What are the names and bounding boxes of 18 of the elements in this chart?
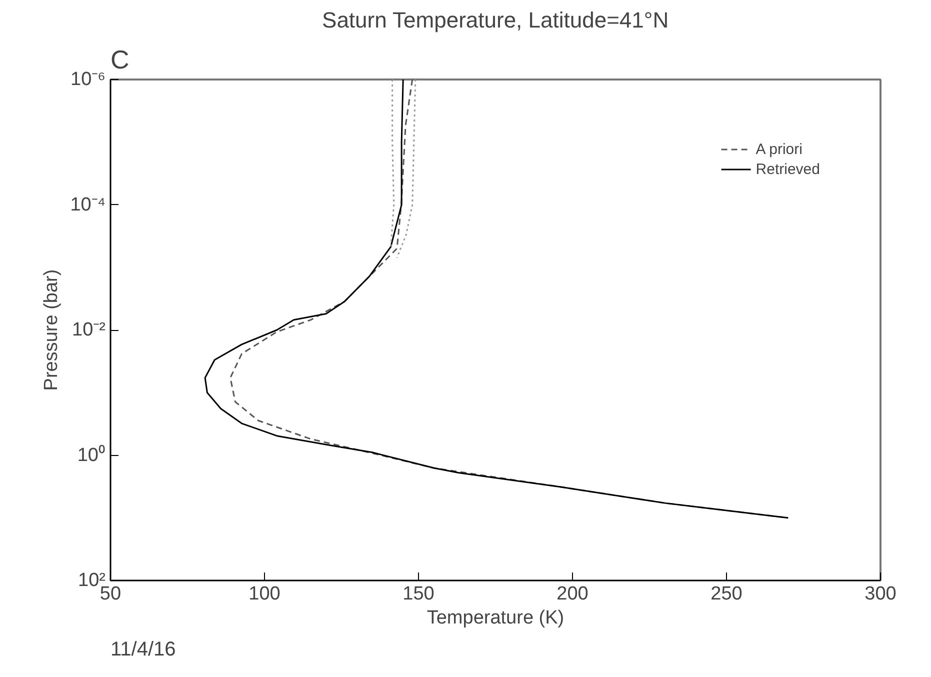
text: C (110, 44, 130, 74)
x-tick-label: 100 (248, 584, 280, 604)
legend-label: Retrieved (756, 160, 820, 178)
y-axis-title: Pressure (bar) (41, 269, 62, 391)
text: 11/4/16 (110, 638, 176, 660)
line-series (396, 80, 416, 258)
x-tick-label: 300 (864, 584, 896, 604)
legend-label: A priori (756, 140, 802, 158)
y-tick-label: 10⁰ (77, 444, 106, 466)
x-axis-title: Temperature (K) (426, 608, 564, 628)
line-series (390, 80, 395, 248)
x-tick-label: 200 (556, 584, 588, 604)
y-tick-label: 10⁻⁴ (70, 194, 106, 216)
x-tick-label: 250 (710, 584, 742, 604)
x-tick-label: 150 (402, 584, 434, 604)
chart-title: Saturn Temperature, Latitude=41°N (322, 8, 669, 32)
y-tick-label: 10⁻² (72, 320, 106, 340)
y-tick-label: 10⁻⁶ (70, 69, 106, 90)
